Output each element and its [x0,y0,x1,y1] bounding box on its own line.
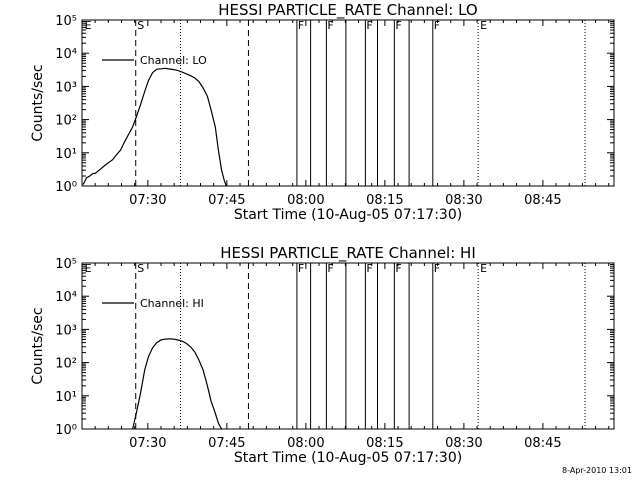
x-tick-label: 08:30 [445,436,482,451]
x-tick-label: 08:15 [366,193,403,208]
x-tick-label: 07:45 [208,193,245,208]
marker-label: F [298,262,304,275]
plot-frame [81,262,615,430]
x-tick-label: 08:45 [524,436,561,451]
marker-label: F [434,19,440,32]
y-tick-label: 10¹ [55,390,77,405]
y-tick-label: 10³ [55,80,77,95]
marker-label: E [480,262,487,275]
marker-label: F [298,19,304,32]
y-tick-label: 10² [55,114,77,129]
x-tick-label: 07:30 [129,436,166,451]
marker-label: F [327,19,333,32]
chart-panel-2: HESSI PARTICLE_RATE Channel: HI E S F F F F F E 0… [30,244,615,466]
series-line [132,338,223,430]
timestamp-label: 8-Apr-2010 13:01 [562,466,632,475]
marker-label: F [366,262,372,275]
legend-label: Channel: HI [140,297,204,310]
y-tick-label: 10⁰ [55,423,77,438]
marker-label: F [434,262,440,275]
x-tick-label: 08:00 [287,193,324,208]
marker-label: F [395,262,401,275]
chart-title: HESSI PARTICLE_RATE Channel: LO [218,1,477,20]
y-tick-label: 10⁵ [55,257,77,272]
y-tick-label: 10⁴ [55,290,77,305]
legend-label: Channel: LO [140,54,207,67]
chart-panel-1: HESSI PARTICLE_RATE Channel: LOE S F F F F F E0… [30,1,615,223]
y-axis-label: Counts/sec [30,307,46,384]
y-tick-label: 10² [55,357,77,372]
marker-label: E [85,262,92,275]
plot-frame [81,19,615,187]
marker-label: F [366,19,372,32]
y-tick-label: 10⁵ [55,14,77,29]
x-tick-label: 07:30 [129,193,166,208]
marker-label: S [137,19,144,32]
series-line [82,67,227,187]
y-tick-label: 10⁰ [55,180,77,195]
x-axis-label: Start Time (10-Aug-05 07:17:30) [234,207,462,223]
y-tick-label: 10¹ [55,147,77,162]
y-axis-label: Counts/sec [30,64,46,141]
y-tick-label: 10⁴ [55,47,77,62]
x-tick-label: 08:00 [287,436,324,451]
marker-label: E [480,19,487,32]
x-axis-label: Start Time (10-Aug-05 07:17:30) [234,450,462,466]
marker-label: S [137,262,144,275]
chart-title: HESSI PARTICLE_RATE Channel: HI [220,244,476,263]
x-tick-label: 08:45 [524,193,561,208]
marker-label: E [85,19,92,32]
x-tick-label: 07:45 [208,436,245,451]
marker-label: F [395,19,401,32]
marker-label: F [327,262,333,275]
x-tick-label: 08:15 [366,436,403,451]
x-tick-label: 08:30 [445,193,482,208]
y-tick-label: 10³ [55,323,77,338]
